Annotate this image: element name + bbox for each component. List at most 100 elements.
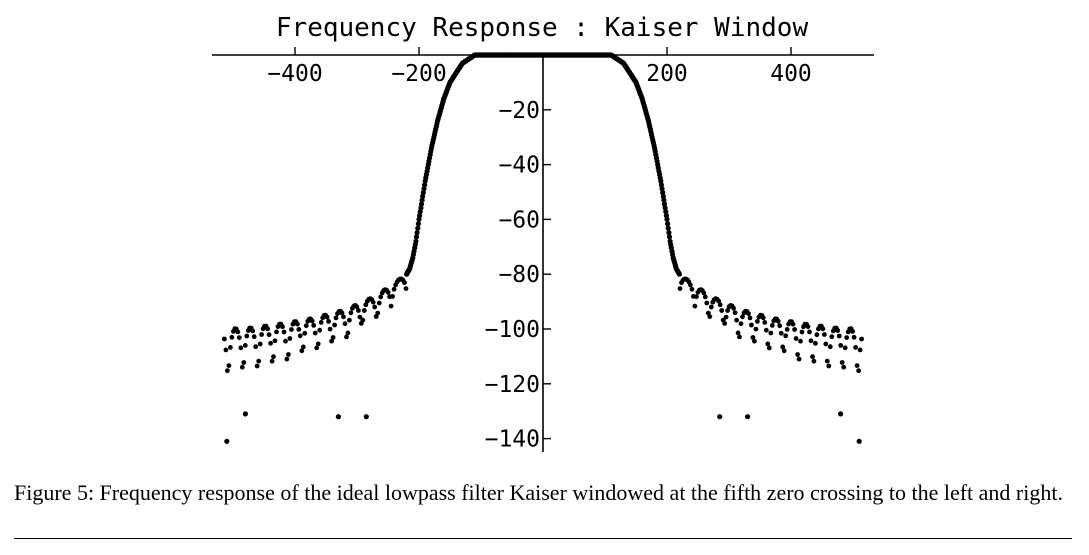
data-point [707,314,713,319]
x-axis-ticks: −400 −200 200 400 [267,47,812,87]
data-point [783,333,789,339]
data-point [335,311,340,316]
data-point [798,338,803,344]
data-point [790,321,796,327]
data-point [663,209,669,215]
data-point [692,303,698,309]
data-point [857,347,863,353]
data-point [722,321,728,326]
data-point [303,323,309,329]
data-point [344,334,349,340]
data-point [350,305,355,311]
data-point [850,329,855,334]
y-axis-ticks: −20 −40 −60 −80 −100 −120 −140 [485,98,551,453]
data-point [780,344,786,350]
data-point [373,314,379,319]
data-point [347,317,352,323]
data-point [813,340,818,346]
data-point [226,363,232,368]
data-point [348,310,354,316]
data-point [281,329,287,335]
data-point [838,343,844,348]
data-point [737,334,742,340]
data-point [838,411,844,417]
data-point [332,322,337,328]
data-point [740,314,745,320]
data-point [259,332,264,337]
data-point [415,221,421,227]
data-point [752,338,757,344]
data-point [824,358,830,364]
data-point [664,216,670,222]
data-point [755,319,760,324]
data-point [844,335,850,340]
data-point [661,197,667,203]
data-point [836,333,842,339]
data-point [275,324,281,329]
data-point [769,323,775,328]
data-point [378,294,384,300]
data-point [271,354,276,360]
data-point [274,329,279,335]
data-point [820,326,826,332]
data-point [814,332,820,338]
data-point [719,308,725,313]
data-point [413,234,420,240]
data-point [823,341,829,347]
data-point [289,327,294,332]
data-point [403,286,409,291]
data-point [287,336,293,341]
data-point [702,294,708,300]
data-point [859,336,864,342]
data-point [239,364,245,370]
data-point [734,317,739,323]
x-tick-label: −200 [391,61,446,87]
data-point [257,341,263,347]
data-point [799,329,805,335]
data-point [361,308,367,313]
data-point [749,322,754,328]
data-point [312,330,318,336]
data-point [388,303,394,309]
data-point [327,326,333,332]
data-point [335,414,341,420]
data-point [244,333,250,339]
y-tick-label: −40 [498,153,540,179]
data-point [822,332,827,337]
data-point [842,345,848,351]
frequency-response-chart: Frequency Response : Kaiser Window −400−… [212,13,874,453]
data-point [290,321,296,327]
y-tick-label: −140 [485,427,540,453]
data-point [320,315,326,321]
data-point [283,338,288,344]
data-point [665,221,671,227]
data-point [245,328,251,333]
data-point [251,334,257,340]
data-point [414,230,420,236]
data-point [254,363,260,369]
data-point [778,330,784,336]
y-tick-label: −120 [485,372,540,398]
data-point [326,319,331,324]
data-point [763,327,769,333]
data-point [775,318,781,324]
data-point [688,282,693,288]
data-point [717,302,723,308]
data-point [372,304,378,310]
y-tick-label: −100 [485,317,540,343]
data-point [363,414,369,420]
data-point [358,321,364,326]
chart-title: Frequency Response : Kaiser Window [276,13,809,43]
data-point [418,201,425,207]
data-point [666,230,672,236]
data-point [835,328,841,333]
figure-caption: Figure 5: Frequency response of the idea… [14,480,1063,505]
data-point [827,344,833,350]
data-point [745,414,751,420]
data-point [658,178,664,184]
data-point [356,308,361,313]
data-point [297,333,303,339]
data-point [387,294,392,300]
data-point [284,356,290,362]
data-point [666,234,673,240]
